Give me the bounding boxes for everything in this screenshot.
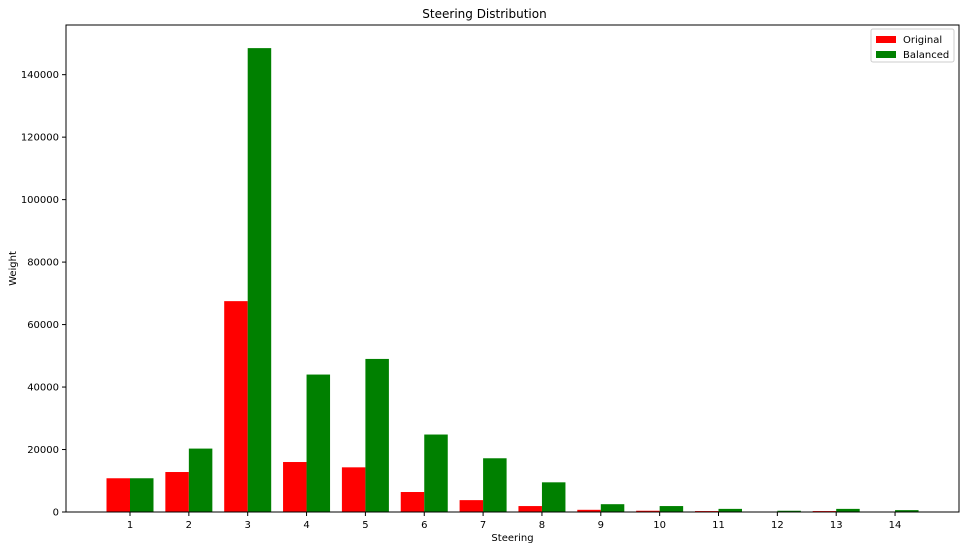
bar-original-6: [400, 492, 425, 512]
plot-frame: [65, 24, 960, 513]
bar-original-8: [518, 506, 542, 512]
y-tick-label: 0: [53, 508, 59, 519]
x-tick-label: 4: [303, 520, 309, 531]
bar-balanced-14: [895, 510, 919, 512]
bar-original-5: [341, 467, 366, 512]
bar-balanced-3: [247, 48, 272, 513]
bar-original-1: [106, 478, 130, 512]
bar-original-3: [224, 301, 248, 512]
y-tick-label: 40000: [27, 383, 59, 394]
x-tick-label: 2: [186, 520, 192, 531]
x-tick-label: 10: [653, 520, 666, 531]
x-tick-label: 12: [771, 520, 784, 531]
bar-balanced-5: [365, 358, 389, 512]
x-tick-label: 1: [127, 520, 133, 531]
bar-balanced-11: [718, 508, 742, 512]
x-tick-label: 7: [480, 520, 486, 531]
bar-original-9: [577, 509, 601, 512]
legend-swatch-original: [876, 36, 896, 43]
chart-title: Steering Distribution: [422, 7, 546, 21]
bar-balanced-12: [777, 510, 801, 512]
x-ticks-group: 1 2 3 4 5 6 7 8 9 10 11 12 13 14: [127, 512, 902, 531]
bars-group: [106, 48, 919, 513]
y-tick-label: 20000: [27, 445, 59, 456]
bar-original-4: [283, 462, 307, 512]
bar-balanced-1: [130, 478, 154, 512]
bar-balanced-2: [188, 448, 213, 512]
bar-original-2: [165, 472, 189, 512]
legend-label-balanced: Balanced: [903, 50, 949, 61]
x-tick-label: 11: [712, 520, 725, 531]
bar-balanced-6: [424, 434, 448, 512]
y-tick-label: 60000: [27, 320, 59, 331]
bar-balanced-7: [483, 458, 507, 512]
y-tick-label: 100000: [21, 195, 59, 206]
x-axis-label: Steering: [491, 533, 533, 544]
y-axis-label: Weight: [8, 251, 19, 286]
x-tick-label: 5: [362, 520, 368, 531]
y-tick-label: 140000: [21, 70, 59, 81]
x-tick-label: 9: [598, 520, 604, 531]
bar-original-10: [636, 510, 660, 512]
bar-balanced-4: [306, 374, 331, 512]
x-tick-label: 8: [539, 520, 545, 531]
legend: Original Balanced: [870, 28, 955, 63]
x-tick-label: 3: [245, 520, 251, 531]
x-tick-label: 14: [889, 520, 902, 531]
bar-original-7: [459, 500, 484, 512]
legend-label-original: Original: [903, 35, 942, 46]
y-tick-label: 80000: [27, 258, 59, 269]
x-tick-label: 6: [421, 520, 427, 531]
bar-balanced-8: [541, 482, 566, 512]
bar-balanced-10: [659, 506, 684, 512]
legend-swatch-balanced: [876, 51, 896, 58]
x-tick-label: 13: [830, 520, 843, 531]
y-tick-label: 120000: [21, 133, 59, 144]
y-ticks-group: 0 20000 40000 60000 80000 100000 120000 140000: [21, 70, 66, 519]
bar-balanced-13: [836, 508, 860, 512]
bar-balanced-9: [600, 504, 625, 512]
